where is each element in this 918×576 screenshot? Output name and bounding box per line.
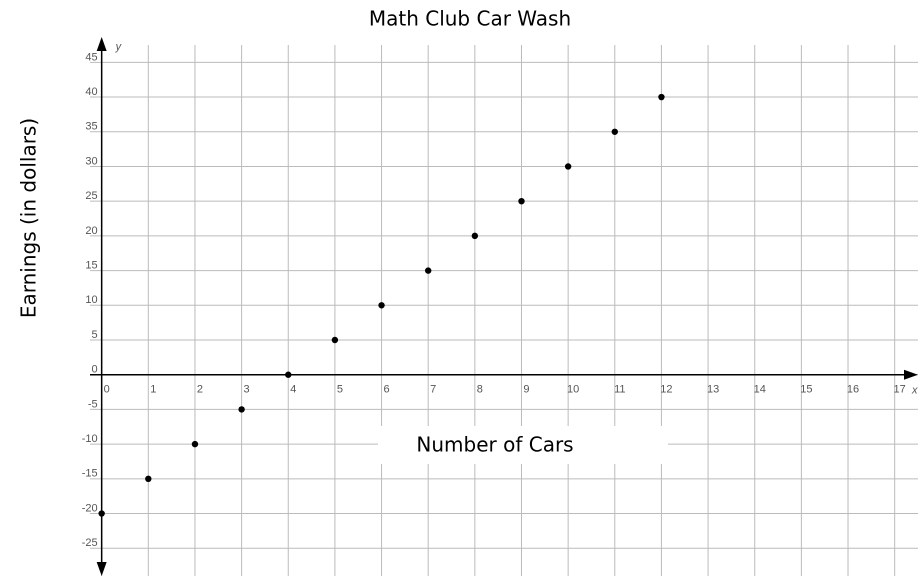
y-tick-label: 10 [85, 294, 97, 306]
y-tick-label: 30 [85, 155, 97, 167]
point [285, 371, 292, 378]
x-tick-label: 6 [383, 384, 389, 396]
x-label-box [378, 426, 668, 464]
x-tick-label: 8 [477, 384, 483, 396]
y-axis-name: y [115, 41, 123, 53]
y-tick-label: 25 [85, 190, 97, 202]
y-axis-label: Earnings (in dollars) [17, 118, 41, 318]
y-tick-label: 45 [85, 51, 97, 63]
y-tick-label: -25 [82, 537, 98, 549]
point [424, 267, 432, 274]
x-tick-label: 2 [197, 384, 203, 396]
point [471, 232, 479, 240]
point [238, 406, 245, 413]
point [564, 163, 572, 170]
y-tick-label: 5 [92, 329, 98, 341]
x-tick-label: 0 [104, 384, 110, 396]
y-tick-label: 15 [85, 259, 97, 271]
x-tick-label: 14 [754, 384, 766, 396]
x-tick-label: 5 [337, 384, 343, 396]
chart-title: Math Club Car Wash [369, 7, 571, 31]
point [518, 197, 525, 205]
point [145, 475, 152, 483]
axes: yx [90, 37, 918, 576]
x-tick-label: 1 [150, 384, 156, 396]
y-tick-label: -15 [82, 468, 98, 480]
point [98, 510, 105, 517]
y-arrow-top [96, 37, 107, 51]
x-tick-label: 7 [430, 384, 436, 396]
y-tick-label: -5 [88, 398, 98, 410]
tick-labels: 0 1 2 3 4 5 6 7 8 9 10 11 12 13 14 15 16 17-25-20-15-10-5… [82, 51, 906, 549]
x-tick-label: 16 [847, 384, 859, 396]
x-tick-label: 9 [523, 384, 529, 396]
x-axis-label: Number of Cars [416, 433, 573, 457]
x-tick-label: 11 [614, 384, 625, 396]
point [191, 440, 199, 448]
x-tick-label: 4 [290, 384, 296, 396]
x-tick-label: 10 [567, 384, 579, 396]
x-tick-label: 12 [660, 384, 672, 396]
y-tick-label: 40 [85, 86, 97, 98]
points [98, 93, 665, 517]
x-arrow [904, 369, 918, 380]
y-tick-label: 35 [85, 121, 97, 133]
point [611, 128, 618, 135]
x-tick-label: 15 [800, 384, 812, 396]
x-tick-label: 13 [707, 384, 719, 396]
x-tick-label: 3 [244, 384, 250, 396]
y-tick-label: 20 [85, 225, 97, 237]
y-tick-label: -20 [82, 502, 98, 514]
x-tick-label: 17 [894, 384, 906, 396]
y-tick-label: -10 [82, 433, 98, 445]
y-tick-label: 0 [92, 364, 98, 376]
y-arrow-bottom [96, 562, 107, 576]
x-axis-name: x [911, 385, 918, 397]
point [331, 336, 339, 344]
point [378, 302, 385, 309]
point [658, 93, 665, 101]
